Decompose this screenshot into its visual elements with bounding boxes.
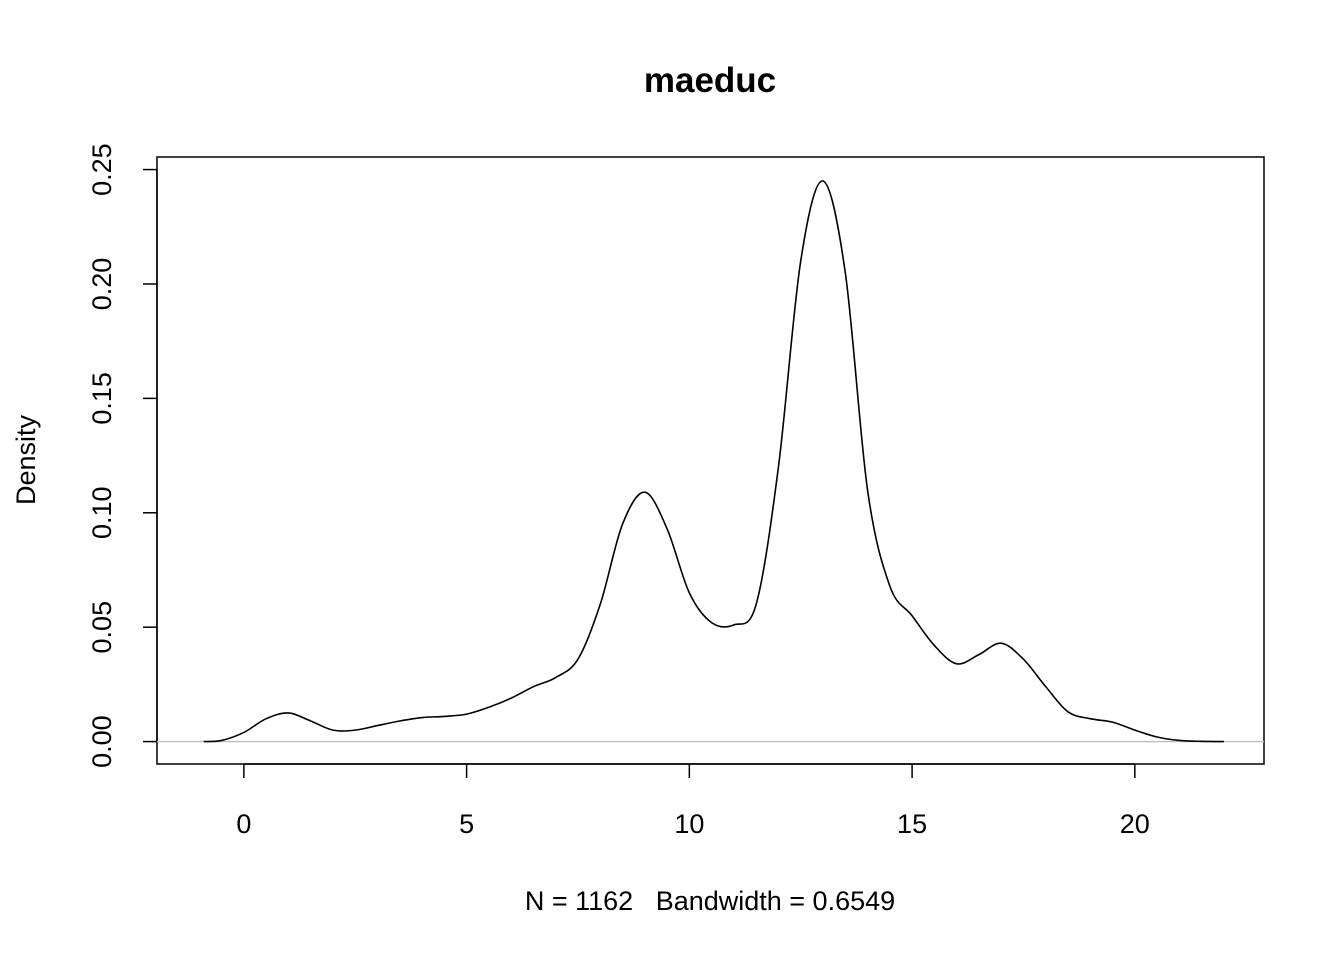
y-tick-label: 0.05 [87,601,117,654]
y-tick-label: 0.00 [87,715,117,768]
y-tick-label: 0.10 [87,486,117,539]
x-tick-label: 5 [459,809,474,839]
x-tick-label: 10 [674,809,704,839]
y-tick-label: 0.20 [87,258,117,311]
density-curve [203,180,1224,743]
chart-title: maeduc [644,61,776,100]
x-axis-label: N = 1162 Bandwidth = 0.6549 [525,886,895,916]
x-tick-label: 0 [236,809,251,839]
x-axis: 0 5 10 15 20 [236,763,1150,839]
y-tick-label: 0.25 [87,143,117,196]
x-tick-label: 20 [1120,809,1150,839]
plot-frame [156,156,1265,765]
y-axis-label: Density [11,414,41,505]
x-tick-label: 15 [897,809,927,839]
y-tick-label: 0.15 [87,372,117,425]
y-axis: 0.00 0.05 0.10 0.15 0.20 0.25 [87,143,158,768]
